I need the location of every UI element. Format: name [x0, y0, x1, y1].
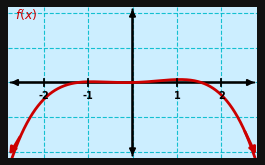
Text: 1: 1 [174, 91, 180, 101]
Text: -1: -1 [83, 91, 93, 101]
Text: $f(x)$: $f(x)$ [15, 7, 37, 22]
Text: 2: 2 [218, 91, 225, 101]
Text: -2: -2 [38, 91, 49, 101]
